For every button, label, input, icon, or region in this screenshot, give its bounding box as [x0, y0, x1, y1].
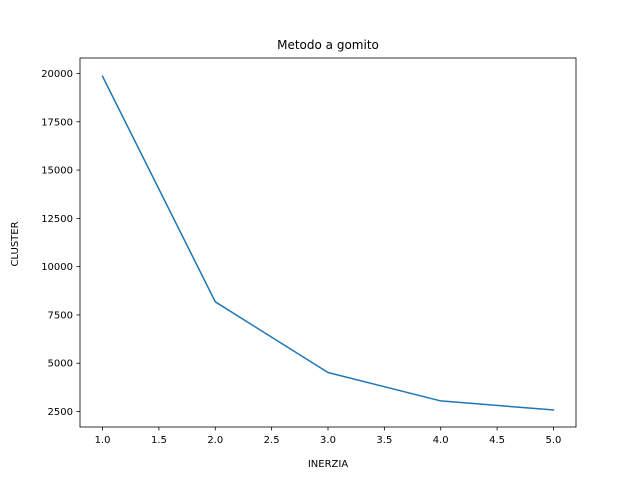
x-tick-label: 5.0 — [546, 435, 562, 446]
y-tick-label: 15000 — [41, 166, 73, 177]
y-tick-label: 5000 — [48, 359, 73, 370]
y-tick-label: 12500 — [41, 214, 73, 225]
y-axis-label: CLUSTER — [10, 221, 21, 266]
plot-frame — [79, 57, 577, 428]
x-tick-label: 4.0 — [433, 435, 449, 446]
series-line-inerzia — [101, 75, 555, 411]
y-tick-label: 2500 — [48, 407, 73, 418]
y-tick-label: 10000 — [41, 262, 73, 273]
series-group — [101, 75, 555, 411]
y-axis-ticks: 2500 5000 7500 10000 12500 15000 17500 20000 — [41, 69, 80, 418]
x-tick-label: 4.5 — [489, 435, 505, 446]
x-tick-label: 1.5 — [151, 435, 167, 446]
y-tick-label: 20000 — [41, 69, 73, 80]
x-tick-label: 2.5 — [264, 435, 280, 446]
x-tick-label: 3.5 — [376, 435, 392, 446]
x-axis-ticks: 1.0 1.5 2.0 2.5 3.0 3.5 4.0 4.5 5.0 — [95, 427, 562, 446]
x-tick-label: 1.0 — [95, 435, 111, 446]
y-tick-label: 17500 — [41, 117, 73, 128]
x-axis-label: INERZIA — [308, 459, 348, 470]
x-tick-label: 2.0 — [207, 435, 223, 446]
y-tick-label: 7500 — [48, 310, 73, 321]
chart-title: Metodo a gomito — [277, 38, 379, 52]
x-tick-label: 3.0 — [320, 435, 336, 446]
